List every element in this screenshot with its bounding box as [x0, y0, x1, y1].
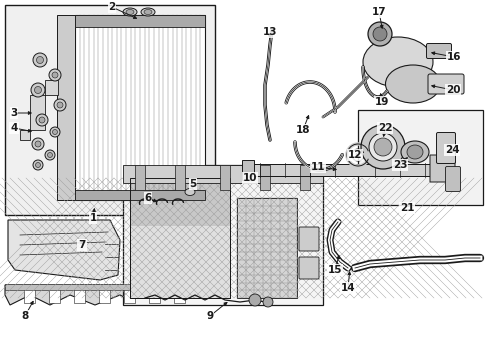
Text: 11: 11: [310, 162, 325, 172]
Ellipse shape: [406, 145, 422, 159]
Bar: [242, 160, 253, 180]
Bar: [75, 15, 204, 200]
Circle shape: [35, 141, 41, 147]
Ellipse shape: [184, 189, 195, 195]
Circle shape: [263, 297, 272, 307]
Circle shape: [47, 153, 52, 157]
Bar: [75, 15, 204, 27]
Circle shape: [33, 160, 43, 170]
Text: 13: 13: [262, 27, 277, 37]
Bar: [220, 165, 229, 190]
Text: 14: 14: [340, 283, 355, 293]
Bar: [175, 165, 184, 190]
Bar: [299, 165, 309, 190]
Circle shape: [373, 138, 391, 156]
Polygon shape: [20, 80, 58, 140]
Text: 18: 18: [295, 125, 309, 135]
Bar: [49, 289, 60, 303]
Circle shape: [54, 99, 66, 111]
Bar: [24, 289, 35, 303]
Ellipse shape: [143, 9, 152, 14]
Circle shape: [33, 53, 47, 67]
Text: 21: 21: [399, 203, 413, 213]
Circle shape: [360, 125, 404, 169]
Bar: [357, 110, 482, 205]
Bar: [237, 198, 296, 298]
Circle shape: [31, 83, 45, 97]
FancyBboxPatch shape: [298, 257, 318, 279]
Bar: [5, 284, 220, 290]
Bar: [135, 165, 145, 190]
Text: 4: 4: [10, 123, 18, 133]
Text: 2: 2: [108, 2, 115, 12]
Bar: [5, 5, 215, 215]
Ellipse shape: [400, 141, 428, 163]
Circle shape: [37, 57, 43, 63]
Circle shape: [52, 130, 58, 135]
Text: 3: 3: [10, 108, 18, 118]
Circle shape: [52, 72, 58, 78]
Circle shape: [35, 86, 41, 94]
Text: 1: 1: [89, 213, 97, 223]
Bar: [123, 165, 323, 305]
Circle shape: [39, 117, 45, 123]
Bar: [123, 165, 323, 183]
Bar: [149, 289, 160, 303]
Ellipse shape: [126, 9, 134, 14]
Circle shape: [50, 127, 60, 137]
Text: 24: 24: [444, 145, 458, 155]
FancyBboxPatch shape: [426, 44, 450, 58]
Circle shape: [367, 22, 391, 46]
Circle shape: [372, 27, 386, 41]
Text: 8: 8: [21, 311, 29, 321]
Circle shape: [36, 114, 48, 126]
Text: 6: 6: [144, 193, 151, 203]
FancyBboxPatch shape: [436, 132, 454, 163]
Circle shape: [32, 138, 44, 150]
Bar: [57, 15, 75, 200]
Circle shape: [49, 69, 61, 81]
Ellipse shape: [123, 8, 137, 16]
Text: 7: 7: [78, 240, 85, 250]
Circle shape: [45, 150, 55, 160]
Bar: [74, 289, 85, 303]
Circle shape: [248, 294, 261, 306]
Bar: [124, 289, 135, 303]
Text: 22: 22: [377, 123, 391, 133]
Ellipse shape: [141, 8, 155, 16]
Bar: [130, 178, 229, 226]
Bar: [174, 289, 184, 303]
FancyBboxPatch shape: [427, 74, 463, 94]
Circle shape: [368, 133, 396, 161]
Bar: [244, 164, 444, 176]
Bar: [130, 178, 229, 298]
Text: 17: 17: [371, 7, 386, 17]
FancyBboxPatch shape: [298, 227, 318, 251]
Text: 5: 5: [189, 179, 196, 189]
Text: 23: 23: [392, 160, 407, 170]
Text: 19: 19: [374, 97, 388, 107]
Bar: [130, 178, 229, 298]
Circle shape: [57, 102, 63, 108]
Text: 12: 12: [347, 150, 362, 160]
Polygon shape: [5, 285, 220, 305]
Ellipse shape: [362, 37, 432, 87]
Circle shape: [36, 162, 41, 167]
Text: 15: 15: [327, 265, 342, 275]
Text: 20: 20: [445, 85, 459, 95]
Bar: [260, 165, 269, 190]
Polygon shape: [429, 155, 454, 182]
Bar: [75, 190, 204, 200]
Text: 16: 16: [446, 52, 460, 62]
FancyBboxPatch shape: [445, 166, 460, 192]
Bar: [99, 289, 110, 303]
Ellipse shape: [385, 65, 440, 103]
Polygon shape: [8, 220, 120, 280]
Text: 9: 9: [206, 311, 213, 321]
Text: 10: 10: [242, 173, 257, 183]
